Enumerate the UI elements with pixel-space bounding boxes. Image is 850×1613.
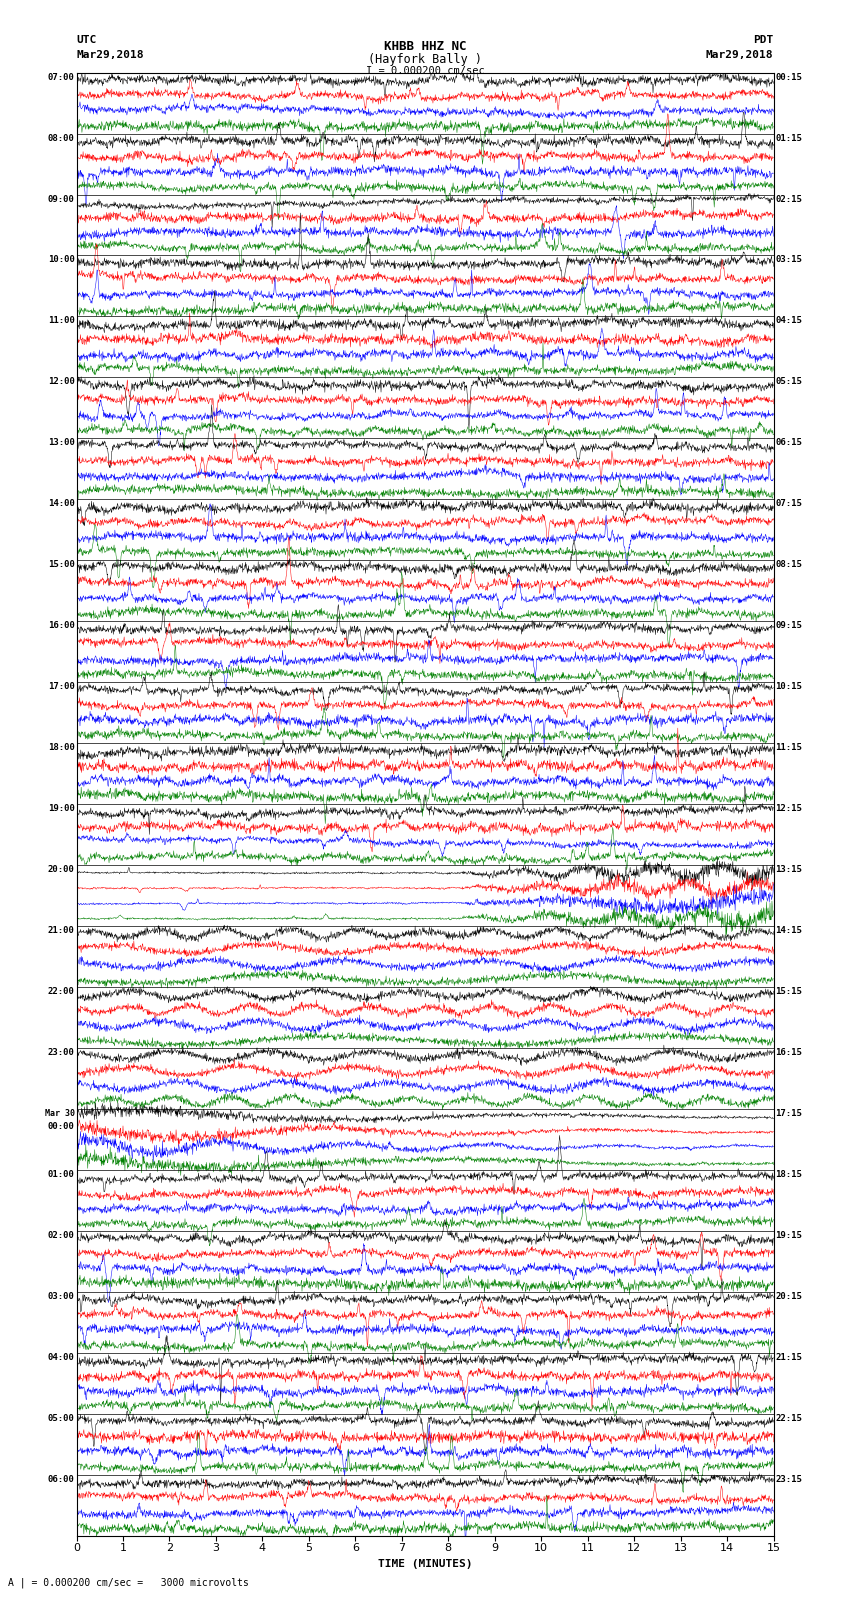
Text: (Hayfork Bally ): (Hayfork Bally )	[368, 53, 482, 66]
Text: Mar29,2018: Mar29,2018	[76, 50, 144, 60]
Text: 18:15: 18:15	[775, 1169, 802, 1179]
Text: 22:15: 22:15	[775, 1413, 802, 1423]
Text: 11:15: 11:15	[775, 744, 802, 752]
Text: 14:15: 14:15	[775, 926, 802, 936]
Text: PDT: PDT	[753, 35, 774, 45]
Text: 15:15: 15:15	[775, 987, 802, 995]
Text: 02:15: 02:15	[775, 195, 802, 203]
Text: 18:00: 18:00	[48, 744, 75, 752]
Text: 12:15: 12:15	[775, 805, 802, 813]
Text: 19:00: 19:00	[48, 805, 75, 813]
Text: UTC: UTC	[76, 35, 97, 45]
Text: Mar 30: Mar 30	[45, 1108, 75, 1118]
Text: 23:15: 23:15	[775, 1474, 802, 1484]
Text: 20:00: 20:00	[48, 865, 75, 874]
Text: Mar29,2018: Mar29,2018	[706, 50, 774, 60]
Text: 01:15: 01:15	[775, 134, 802, 142]
Text: 13:00: 13:00	[48, 439, 75, 447]
Text: 23:00: 23:00	[48, 1048, 75, 1057]
Text: 10:15: 10:15	[775, 682, 802, 690]
Text: 11:00: 11:00	[48, 316, 75, 326]
Text: 07:15: 07:15	[775, 500, 802, 508]
Text: 06:15: 06:15	[775, 439, 802, 447]
Text: 05:00: 05:00	[48, 1413, 75, 1423]
Text: 04:00: 04:00	[48, 1353, 75, 1361]
Text: 22:00: 22:00	[48, 987, 75, 995]
Text: 12:00: 12:00	[48, 377, 75, 387]
Text: 13:15: 13:15	[775, 865, 802, 874]
Text: 08:00: 08:00	[48, 134, 75, 142]
Text: A | = 0.000200 cm/sec =   3000 microvolts: A | = 0.000200 cm/sec = 3000 microvolts	[8, 1578, 249, 1589]
Text: 17:15: 17:15	[775, 1108, 802, 1118]
Text: 19:15: 19:15	[775, 1231, 802, 1240]
Text: 17:00: 17:00	[48, 682, 75, 690]
Text: 09:15: 09:15	[775, 621, 802, 631]
Text: 01:00: 01:00	[48, 1169, 75, 1179]
Text: 21:00: 21:00	[48, 926, 75, 936]
Text: 00:15: 00:15	[775, 73, 802, 82]
Text: 02:00: 02:00	[48, 1231, 75, 1240]
Text: 14:00: 14:00	[48, 500, 75, 508]
Text: 09:00: 09:00	[48, 195, 75, 203]
Text: 21:15: 21:15	[775, 1353, 802, 1361]
Text: 10:00: 10:00	[48, 255, 75, 265]
X-axis label: TIME (MINUTES): TIME (MINUTES)	[377, 1558, 473, 1569]
Text: 04:15: 04:15	[775, 316, 802, 326]
Text: 06:00: 06:00	[48, 1474, 75, 1484]
Text: 16:15: 16:15	[775, 1048, 802, 1057]
Text: KHBB HHZ NC: KHBB HHZ NC	[383, 40, 467, 53]
Text: 16:00: 16:00	[48, 621, 75, 631]
Text: 15:00: 15:00	[48, 560, 75, 569]
Text: 20:15: 20:15	[775, 1292, 802, 1300]
Text: 08:15: 08:15	[775, 560, 802, 569]
Text: 03:15: 03:15	[775, 255, 802, 265]
Text: 00:00: 00:00	[48, 1121, 75, 1131]
Text: 07:00: 07:00	[48, 73, 75, 82]
Text: I = 0.000200 cm/sec: I = 0.000200 cm/sec	[366, 66, 484, 76]
Text: 03:00: 03:00	[48, 1292, 75, 1300]
Text: 05:15: 05:15	[775, 377, 802, 387]
